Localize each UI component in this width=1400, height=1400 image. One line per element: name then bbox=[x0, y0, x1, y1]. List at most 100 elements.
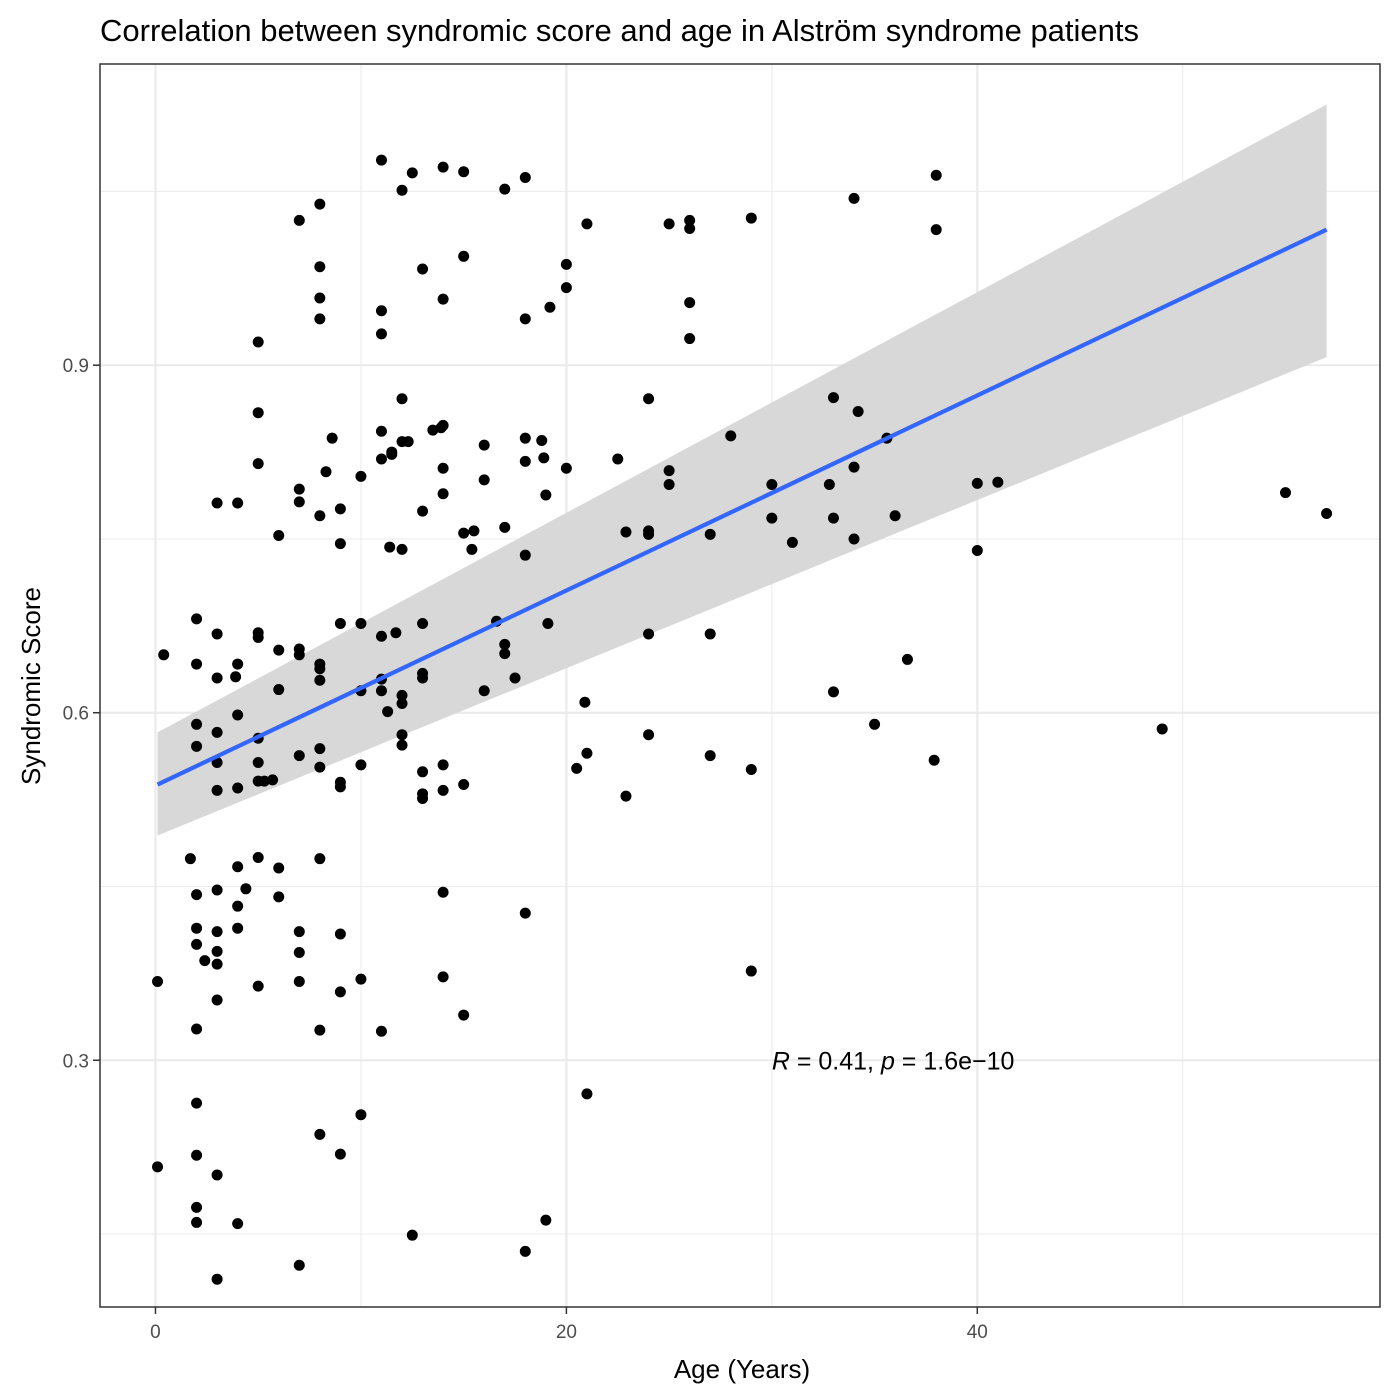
data-point bbox=[232, 1218, 244, 1230]
data-point bbox=[544, 301, 556, 313]
data-point bbox=[334, 618, 346, 630]
data-point bbox=[191, 740, 203, 752]
data-point bbox=[468, 525, 480, 537]
data-point bbox=[437, 759, 449, 771]
data-point bbox=[827, 686, 839, 698]
data-point bbox=[396, 184, 408, 196]
y-axis-title: Syndromic Score bbox=[16, 587, 46, 785]
data-point bbox=[901, 653, 913, 665]
data-point bbox=[786, 536, 798, 548]
data-point bbox=[499, 521, 511, 533]
data-point bbox=[314, 663, 326, 675]
p-symbol: p bbox=[880, 1047, 895, 1075]
data-point bbox=[1156, 723, 1168, 735]
data-point bbox=[417, 792, 429, 804]
data-point bbox=[458, 527, 470, 539]
data-point bbox=[827, 512, 839, 524]
data-point bbox=[466, 543, 478, 555]
data-point bbox=[211, 945, 223, 957]
data-point bbox=[273, 684, 285, 696]
data-point bbox=[232, 900, 244, 912]
data-point bbox=[293, 496, 305, 508]
data-point bbox=[152, 1161, 164, 1173]
data-point bbox=[581, 218, 593, 230]
data-point bbox=[663, 465, 675, 477]
x-axis-title: Age (Years) bbox=[674, 1354, 810, 1384]
data-point bbox=[848, 461, 860, 473]
data-point bbox=[643, 628, 655, 640]
data-point bbox=[579, 696, 591, 708]
data-point bbox=[252, 631, 264, 643]
data-point bbox=[314, 261, 326, 273]
data-point bbox=[240, 883, 252, 895]
regression-line bbox=[156, 227, 1328, 787]
data-point bbox=[326, 432, 338, 444]
data-point bbox=[191, 658, 203, 670]
data-point bbox=[437, 462, 449, 474]
data-point bbox=[293, 750, 305, 762]
data-point bbox=[930, 224, 942, 236]
data-point bbox=[267, 774, 279, 786]
data-point bbox=[417, 672, 429, 684]
data-point bbox=[437, 161, 449, 173]
data-point bbox=[684, 214, 696, 226]
data-point bbox=[560, 462, 572, 474]
data-point bbox=[971, 477, 983, 489]
data-point bbox=[437, 488, 449, 500]
data-point bbox=[334, 781, 346, 793]
data-point bbox=[273, 644, 285, 656]
data-point bbox=[396, 689, 408, 701]
data-point bbox=[519, 432, 531, 444]
data-point bbox=[663, 479, 675, 491]
data-point bbox=[478, 439, 490, 451]
data-point bbox=[211, 884, 223, 896]
data-point bbox=[314, 510, 326, 522]
major-gridlines bbox=[100, 64, 1380, 1307]
data-point bbox=[437, 886, 449, 898]
data-point bbox=[581, 747, 593, 759]
data-point bbox=[191, 1097, 203, 1109]
data-point bbox=[519, 313, 531, 325]
data-point bbox=[684, 297, 696, 309]
data-point bbox=[417, 766, 429, 778]
data-point bbox=[355, 618, 367, 630]
chart-title: Correlation between syndromic score and … bbox=[100, 13, 1139, 48]
data-point bbox=[314, 853, 326, 865]
y-tick-label: 0.6 bbox=[63, 704, 89, 725]
data-point bbox=[293, 214, 305, 226]
data-point bbox=[273, 529, 285, 541]
data-point bbox=[417, 505, 429, 517]
panel-border bbox=[99, 63, 1381, 1308]
data-point bbox=[211, 784, 223, 796]
data-point bbox=[612, 453, 624, 465]
data-point bbox=[560, 282, 572, 294]
data-point bbox=[384, 541, 396, 553]
data-point bbox=[230, 671, 242, 683]
data-point bbox=[375, 1025, 387, 1037]
x-tick-label: 40 bbox=[967, 1322, 988, 1343]
data-point bbox=[571, 762, 583, 774]
data-point bbox=[1321, 507, 1333, 519]
data-point bbox=[232, 782, 244, 794]
data-point bbox=[152, 975, 164, 987]
data-point bbox=[334, 503, 346, 515]
data-point bbox=[293, 483, 305, 495]
data-point bbox=[519, 455, 531, 467]
y-tick-label: 0.9 bbox=[63, 356, 89, 377]
data-point bbox=[232, 658, 244, 670]
data-point bbox=[437, 971, 449, 983]
data-point bbox=[314, 313, 326, 325]
data-point bbox=[437, 419, 449, 431]
data-point bbox=[396, 739, 408, 751]
data-point bbox=[519, 907, 531, 919]
data-point bbox=[314, 674, 326, 686]
data-point bbox=[499, 648, 511, 660]
data-point bbox=[848, 192, 860, 204]
data-point bbox=[314, 198, 326, 210]
data-point bbox=[745, 763, 757, 775]
data-point bbox=[211, 1169, 223, 1181]
data-point bbox=[869, 718, 881, 730]
data-point bbox=[538, 452, 550, 464]
data-point bbox=[252, 852, 264, 864]
